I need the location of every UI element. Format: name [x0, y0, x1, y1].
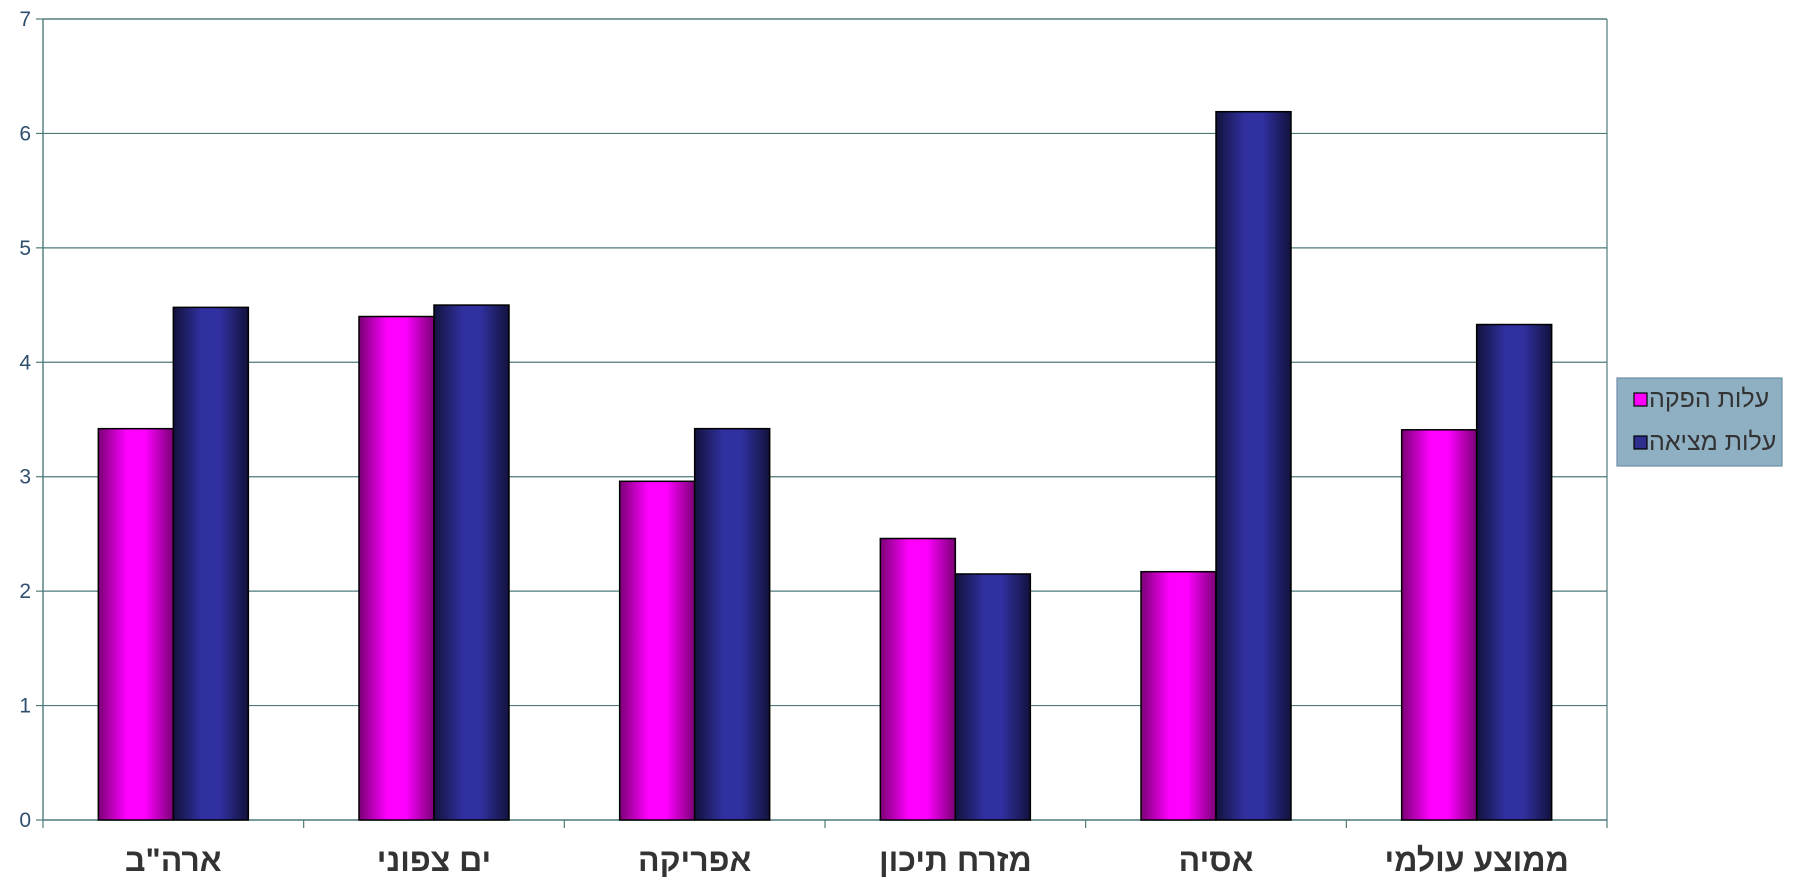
bar-production-cost — [1400, 429, 1478, 821]
bar-finding-cost — [172, 306, 250, 821]
legend-swatch — [1633, 435, 1648, 450]
x-tick-label: מזרח תיכון — [879, 842, 1032, 878]
x-tick-label: אפריקה — [638, 842, 752, 878]
x-tick-label: ממוצע עולמי — [1385, 842, 1569, 878]
y-tick-label: 7 — [19, 8, 31, 31]
y-tick-labels: 0 1 2 3 4 5 6 7 — [19, 8, 31, 832]
x-tick-labels: ארה"ב ים צפוני אפריקה מזרח תיכון אסיה ממוצע ע… — [125, 842, 1569, 878]
y-tick-label: 1 — [19, 695, 31, 718]
y-tick-label: 2 — [19, 580, 31, 603]
y-tick-label: 0 — [19, 809, 31, 832]
gridlines — [43, 18, 1607, 707]
y-tick-label: 4 — [19, 351, 31, 374]
axes — [36, 18, 1608, 828]
bar-finding-cost — [1475, 323, 1553, 821]
bar-production-cost — [879, 537, 957, 821]
bar-finding-cost — [433, 304, 510, 821]
legend: עלות הפקה עלות מציאה — [1616, 377, 1783, 467]
y-tick-label: 3 — [19, 466, 31, 489]
y-tick-label: 5 — [19, 237, 31, 260]
bars — [97, 110, 1553, 821]
bar-finding-cost — [954, 573, 1032, 821]
legend-swatch — [1633, 392, 1648, 407]
x-tick-label: ארה"ב — [125, 842, 222, 878]
bar-production-cost — [1140, 570, 1217, 821]
bar-finding-cost — [693, 427, 771, 821]
bar-production-cost — [358, 315, 435, 821]
x-tick-label: אסיה — [1179, 842, 1254, 878]
legend-label: עלות הפקה — [1649, 385, 1769, 413]
legend-label: עלות מציאה — [1649, 428, 1776, 456]
x-tick-label: ים צפוני — [377, 842, 491, 878]
y-tick-label: 6 — [19, 122, 31, 145]
bar-production-cost — [97, 427, 175, 821]
bar-production-cost — [618, 480, 696, 821]
bar-finding-cost — [1215, 110, 1292, 821]
